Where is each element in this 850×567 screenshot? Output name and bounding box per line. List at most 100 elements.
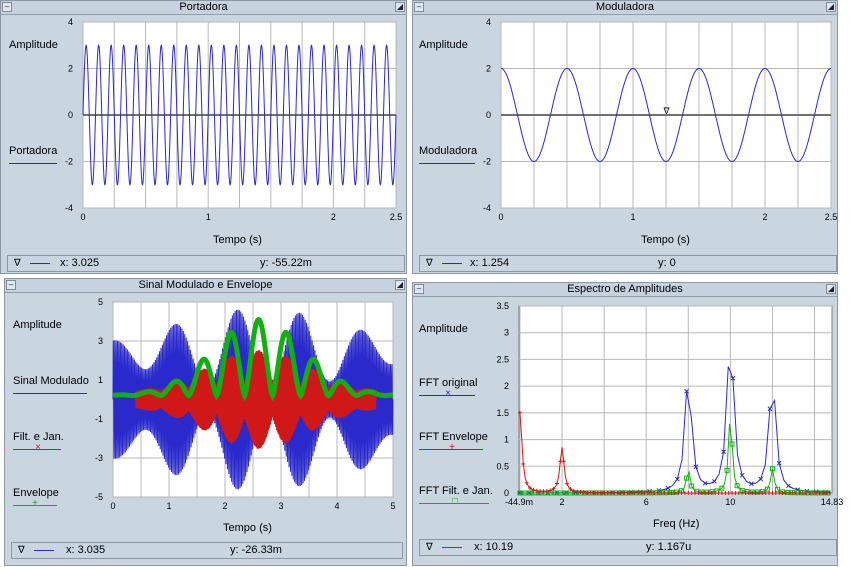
panel-title-bar[interactable]: Portadora – ◢ bbox=[1, 1, 406, 15]
plot-area bbox=[518, 305, 833, 494]
data-point bbox=[585, 490, 590, 495]
chart-portadora[interactable]: 4 2 0 -2 -4 0 1 2 2.5 bbox=[1, 1, 408, 275]
maximize-button[interactable]: ◢ bbox=[826, 284, 836, 294]
data-point bbox=[693, 490, 698, 495]
y-tick-label: 0 bbox=[504, 488, 509, 498]
data-point bbox=[554, 481, 559, 486]
minimize-button[interactable]: – bbox=[414, 284, 424, 294]
data-point bbox=[786, 483, 791, 489]
data-point bbox=[602, 490, 607, 495]
y-tick-label: 1.5 bbox=[496, 408, 509, 418]
data-point bbox=[756, 490, 761, 495]
cursor-y-readout: y: 0 bbox=[658, 257, 676, 269]
maximize-button[interactable]: ◢ bbox=[826, 2, 836, 12]
y-tick-label: -5 bbox=[95, 492, 103, 502]
data-point bbox=[684, 475, 690, 481]
data-point bbox=[797, 490, 802, 495]
legend-x-marker-icon: × bbox=[445, 388, 451, 399]
data-point bbox=[524, 480, 529, 485]
cursor-line-icon bbox=[442, 263, 462, 264]
data-point bbox=[561, 459, 566, 464]
y-tick-label: 2.5 bbox=[496, 354, 509, 364]
data-point bbox=[703, 490, 708, 495]
x-tick-label: 10 bbox=[725, 497, 735, 507]
maximize-button[interactable]: ◢ bbox=[395, 280, 405, 290]
legend-line-sinal-modulado bbox=[13, 393, 87, 394]
data-point bbox=[552, 490, 558, 496]
data-point bbox=[541, 489, 546, 494]
x-tick-label: 1 bbox=[166, 501, 171, 511]
data-point bbox=[693, 464, 699, 470]
y-axis-label: Amplitude bbox=[419, 323, 468, 335]
y-tick-label: -4 bbox=[65, 203, 73, 213]
y-tick-label: 3.5 bbox=[496, 301, 509, 311]
panel-title: Portadora bbox=[179, 1, 228, 13]
data-point bbox=[780, 490, 785, 495]
panel-title-bar[interactable]: Espectro de Amplitudes – ◢ bbox=[413, 283, 837, 297]
data-point bbox=[568, 487, 573, 492]
panel-title-bar[interactable]: Sinal Modulado e Envelope – ◢ bbox=[5, 279, 406, 293]
cursor-icon[interactable]: ∇ bbox=[14, 258, 21, 269]
series-envelope bbox=[112, 316, 394, 402]
data-point bbox=[565, 481, 570, 486]
cursor-y-readout: y: 1.167u bbox=[646, 541, 692, 553]
data-point bbox=[571, 488, 576, 493]
data-point bbox=[760, 490, 765, 495]
legend-plus-marker-icon: + bbox=[32, 498, 38, 509]
data-point bbox=[689, 490, 694, 495]
cursor-status-bar: ∇ x: 1.254 y: 0 bbox=[419, 255, 837, 272]
data-point bbox=[773, 490, 778, 495]
data-point bbox=[770, 490, 775, 495]
data-point bbox=[824, 490, 829, 495]
data-point bbox=[740, 490, 745, 495]
panel-title-bar[interactable]: Moduladora – ◢ bbox=[413, 1, 837, 15]
cursor-x-readout: x: 3.035 bbox=[66, 544, 106, 556]
data-point bbox=[517, 410, 522, 415]
maximize-button[interactable]: ◢ bbox=[395, 2, 405, 12]
y-axis-label: Amplitude bbox=[419, 39, 468, 51]
data-point bbox=[522, 490, 528, 496]
x-tick-label: 2.5 bbox=[825, 212, 838, 222]
series-portadora bbox=[82, 44, 397, 186]
legend-line-envelope bbox=[13, 505, 57, 506]
data-point bbox=[544, 489, 549, 494]
data-point bbox=[713, 490, 718, 495]
legend-label-envelope: Envelope bbox=[13, 487, 59, 499]
x-tick-label: 6 bbox=[644, 497, 649, 507]
x-tick-label: 0 bbox=[110, 501, 115, 511]
cursor-icon[interactable]: ∇ bbox=[18, 545, 25, 556]
x-axis-label: Tempo (s) bbox=[213, 234, 262, 246]
data-point bbox=[622, 490, 627, 495]
data-point bbox=[810, 490, 815, 495]
cursor-status-bar: ∇ x: 3.035 y: -26.33m bbox=[11, 542, 403, 559]
panel-espectro: Espectro de Amplitudes – ◢ Amplitude FFT… bbox=[412, 282, 843, 566]
data-point bbox=[595, 490, 600, 495]
y-tick-label: 2 bbox=[486, 64, 491, 74]
cursor-icon[interactable]: ∇ bbox=[426, 258, 433, 269]
data-point bbox=[605, 490, 610, 495]
data-point bbox=[724, 467, 730, 473]
data-point bbox=[659, 490, 664, 495]
chart-moduladora[interactable]: 4 2 0 -2 -4 0 1 2 2.5 ∇ bbox=[413, 1, 839, 275]
x-tick-label: 3 bbox=[278, 501, 283, 511]
data-point bbox=[588, 490, 593, 495]
data-point bbox=[807, 490, 812, 495]
chart-sinal-modulado[interactable]: 5 3 1 -1 -3 -5 0 1 2 3 4 5 bbox=[1, 1, 404, 567]
minimize-button[interactable]: – bbox=[414, 2, 424, 12]
x-tick-label: -44.9m bbox=[505, 497, 533, 507]
minimize-button[interactable]: – bbox=[6, 280, 16, 290]
minimize-button[interactable]: – bbox=[2, 2, 12, 12]
data-point bbox=[575, 489, 580, 494]
x-tick-label: 5 bbox=[390, 501, 395, 511]
series-moduladora bbox=[500, 67, 832, 163]
data-point bbox=[538, 489, 543, 494]
data-point bbox=[531, 487, 536, 492]
data-point bbox=[699, 490, 704, 495]
cursor-x-readout: x: 1.254 bbox=[470, 257, 510, 269]
cursor-icon[interactable]: ∇ bbox=[426, 542, 433, 553]
data-point bbox=[719, 485, 725, 491]
data-point bbox=[726, 490, 731, 495]
y-tick-label: 0 bbox=[486, 110, 491, 120]
y-tick-label: 2 bbox=[68, 64, 73, 74]
